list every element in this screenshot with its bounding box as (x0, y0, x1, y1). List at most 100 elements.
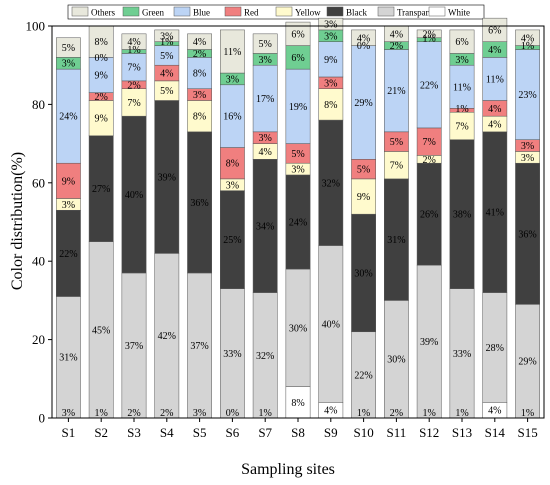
bar-segment-black-s2 (88, 135, 114, 242)
data-label-green-s12: 1% (423, 33, 436, 44)
data-label-transparent-s2: 45% (92, 325, 110, 336)
x-tick-label-s12: S12 (419, 425, 439, 440)
bar-segment-white-s8 (285, 386, 311, 419)
bar-segment-transparent-s4 (154, 253, 180, 419)
x-tick-label-s9: S9 (324, 425, 338, 440)
data-label-white-s3: 2% (127, 408, 140, 419)
legend-swatch-white (428, 6, 446, 17)
data-label-red-s4: 4% (160, 69, 173, 80)
data-label-yellow-s12: 2% (423, 155, 436, 166)
data-label-green-s14: 4% (488, 45, 501, 56)
data-label-blue-s1: 24% (59, 112, 77, 123)
legend-swatch-blue (173, 6, 191, 17)
data-label-yellow-s8: 3% (291, 165, 304, 176)
data-label-yellow-s13: 7% (455, 121, 468, 132)
data-label-black-s6: 25% (223, 235, 241, 246)
data-label-white-s8: 8% (291, 398, 304, 409)
bar-segment-yellow-s9 (318, 88, 344, 121)
legend-swatch-yellow (275, 6, 293, 17)
data-label-white-s6: 0% (226, 408, 239, 419)
bar-segment-others-s9 (318, 17, 344, 31)
data-label-red-s13: 1% (455, 104, 468, 115)
data-label-others-s5: 4% (193, 37, 206, 48)
data-label-yellow-s5: 8% (193, 112, 206, 123)
bar-segment-others-s12 (416, 29, 442, 39)
legend-label-blue: Blue (193, 8, 210, 18)
bar-segment-black-s6 (220, 190, 245, 289)
bar-segment-black-s12 (416, 162, 442, 266)
data-labels: 3% 31% 22% 3% 9% 24% 3% 5% 1% 45% 27% 9% 2% 9% 0% 8% 2% 3… (59, 20, 537, 419)
data-label-red-s9: 3% (324, 78, 337, 89)
data-label-white-s1: 3% (62, 408, 75, 419)
legend: Others Green Blue Red Yellow Black Transparent… (67, 4, 485, 20)
x-tick-label-s8: S8 (291, 425, 305, 440)
data-label-red-s1: 9% (62, 176, 75, 187)
bar-segment-yellow-s5 (187, 100, 212, 133)
bar-segment-black-s11 (384, 178, 409, 301)
bar-segment-blue-s3 (121, 53, 147, 82)
bar-segment-others-s4 (154, 29, 180, 42)
x-tick-label-s11: S11 (387, 425, 407, 440)
data-label-transparent-s10: 22% (354, 370, 372, 381)
data-label-blue-s2: 9% (95, 71, 108, 82)
data-label-black-s7: 34% (256, 221, 274, 232)
data-label-blue-s4: 5% (160, 51, 173, 62)
data-label-blue-s15: 23% (518, 90, 536, 101)
data-label-red-s11: 5% (390, 137, 403, 148)
bar-segment-transparent-s3 (121, 272, 147, 419)
data-label-black-s4: 39% (158, 172, 176, 183)
data-label-red-s7: 3% (259, 133, 272, 144)
data-label-white-s15: 1% (521, 408, 534, 419)
data-label-blue-s7: 17% (256, 94, 274, 105)
data-label-red-s2: 2% (95, 92, 108, 103)
bar-segment-others-s10 (351, 29, 376, 46)
x-tick-label-s5: S5 (193, 425, 207, 440)
data-label-red-s15: 3% (521, 141, 534, 152)
data-label-others-s8: 6% (291, 29, 304, 40)
data-label-black-s15: 36% (518, 229, 536, 240)
data-label-blue-s13: 11% (453, 82, 471, 93)
data-label-blue-s3: 7% (127, 63, 140, 74)
data-label-white-s14: 4% (488, 406, 501, 417)
data-label-yellow-s6: 3% (226, 180, 239, 191)
bar-segment-transparent-s14 (482, 292, 508, 403)
plot-frame (51, 25, 545, 419)
x-tick-label-s3: S3 (127, 425, 141, 440)
data-label-blue-s9: 9% (324, 55, 337, 66)
data-label-black-s11: 31% (387, 235, 405, 246)
data-label-blue-s5: 8% (193, 69, 206, 80)
bar-segment-black-s8 (285, 174, 311, 270)
data-label-green-s3: 1% (127, 45, 140, 56)
bar-segment-yellow-s10 (351, 178, 376, 215)
data-label-blue-s12: 22% (420, 80, 438, 91)
legend-label-black: Black (346, 8, 367, 18)
data-label-others-s15: 4% (521, 33, 534, 44)
x-tick-label-s10: S10 (353, 425, 373, 440)
bar-segment-others-s7 (252, 33, 278, 54)
data-label-green-s1: 3% (62, 59, 75, 70)
data-label-transparent-s4: 42% (158, 331, 176, 342)
data-label-white-s5: 3% (193, 408, 206, 419)
y-tick-label-80: 80 (32, 97, 45, 112)
bar-segment-yellow-s3 (121, 88, 147, 117)
data-label-red-s12: 7% (423, 137, 436, 148)
x-tick-label-s1: S1 (62, 425, 76, 440)
data-label-transparent-s5: 37% (190, 341, 208, 352)
bar-area (56, 17, 540, 419)
data-label-transparent-s13: 33% (453, 349, 471, 360)
data-label-others-s1: 5% (62, 43, 75, 54)
bar-segment-black-s14 (482, 131, 508, 293)
data-label-red-s10: 5% (357, 165, 370, 176)
data-label-yellow-s3: 7% (127, 98, 140, 109)
x-tick-label-s4: S4 (160, 425, 174, 440)
data-label-yellow-s7: 4% (259, 147, 272, 158)
y-tick-label-100: 100 (26, 19, 46, 34)
data-label-black-s1: 22% (59, 249, 77, 260)
data-label-yellow-s11: 7% (390, 161, 403, 172)
data-label-green-s13: 3% (455, 55, 468, 66)
data-label-green-s5: 2% (193, 49, 206, 60)
bar-segment-yellow-s2 (88, 100, 114, 137)
data-label-black-s8: 24% (289, 218, 307, 229)
